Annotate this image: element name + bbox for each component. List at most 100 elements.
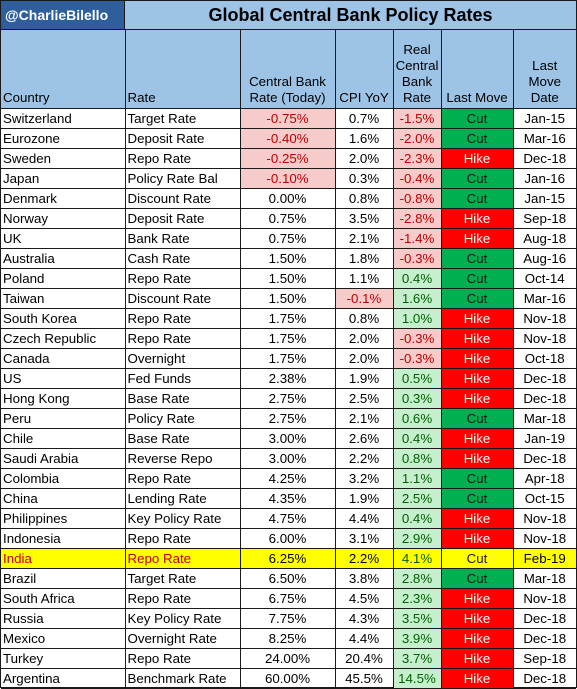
cell-real-rate: 1.6%	[392, 288, 442, 309]
table-row: UK Bank Rate 0.75% 2.1% -1.4% Hike Aug-18	[1, 228, 576, 249]
cell-country: Eurozone	[1, 128, 126, 149]
cell-rate-name: Policy Rate Bal	[124, 168, 241, 189]
cell-central-bank-rate: 1.75%	[239, 328, 336, 349]
cell-country: Colombia	[1, 468, 126, 489]
cell-cpi-yoy: 45.5%	[334, 668, 394, 689]
cell-real-rate: -0.3%	[392, 348, 442, 369]
cell-central-bank-rate: 1.50%	[239, 248, 336, 269]
cell-last-move: Cut	[440, 108, 514, 129]
table-row: Denmark Discount Rate 0.00% 0.8% -0.8% Cut Jan…	[1, 188, 576, 209]
cell-country: South Africa	[1, 588, 126, 609]
cell-cpi-yoy: 0.3%	[334, 168, 394, 189]
author-handle: @CharlieBilello	[1, 1, 125, 29]
cell-country: Japan	[1, 168, 126, 189]
table-row: Turkey Repo Rate 24.00% 20.4% 3.7% Hike Sep-18	[1, 648, 576, 669]
cell-cpi-yoy: 1.9%	[334, 368, 394, 389]
table-row: Norway Deposit Rate 0.75% 3.5% -2.8% Hike Sep-…	[1, 208, 576, 229]
cell-country: Norway	[1, 208, 126, 229]
cell-last-move: Cut	[440, 468, 514, 489]
cell-central-bank-rate: 4.25%	[239, 468, 336, 489]
cell-last-move-date: Dec-18	[512, 608, 576, 629]
cell-central-bank-rate: -0.40%	[239, 128, 336, 149]
cell-real-rate: 3.9%	[392, 628, 442, 649]
cell-rate-name: Repo Rate	[124, 268, 241, 289]
table-row: South Africa Repo Rate 6.75% 4.5% 2.3% Hike No…	[1, 588, 576, 609]
cell-central-bank-rate: 2.75%	[239, 408, 336, 429]
cell-last-move: Cut	[440, 568, 514, 589]
cell-last-move: Hike	[440, 528, 514, 549]
table-row: Brazil Target Rate 6.50% 3.8% 2.8% Cut Mar-18	[1, 568, 576, 589]
cell-last-move: Cut	[440, 188, 514, 209]
cell-last-move: Hike	[440, 348, 514, 369]
cell-last-move: Hike	[440, 668, 514, 689]
cell-last-move: Cut	[440, 168, 514, 189]
cell-last-move: Cut	[440, 488, 514, 509]
cell-last-move-date: Nov-18	[512, 328, 576, 349]
table-row: Japan Policy Rate Bal -0.10% 0.3% -0.4% Cut Ja…	[1, 168, 576, 189]
cell-real-rate: 4.1%	[392, 548, 442, 569]
cell-rate-name: Cash Rate	[124, 248, 241, 269]
cell-last-move: Hike	[440, 328, 514, 349]
cell-real-rate: 3.7%	[392, 648, 442, 669]
cell-central-bank-rate: 1.75%	[239, 308, 336, 329]
cell-rate-name: Target Rate	[124, 108, 241, 129]
cell-country: Sweden	[1, 148, 126, 169]
cell-real-rate: 0.4%	[392, 508, 442, 529]
cell-last-move-date: Nov-18	[512, 508, 576, 529]
cell-last-move-date: Dec-18	[512, 148, 576, 169]
cell-last-move: Hike	[440, 628, 514, 649]
cell-country: Philippines	[1, 508, 126, 529]
cell-country: Czech Republic	[1, 328, 126, 349]
table-row: Eurozone Deposit Rate -0.40% 1.6% -2.0% Cut Ma…	[1, 128, 576, 149]
cell-real-rate: 0.5%	[392, 368, 442, 389]
cell-last-move-date: Mar-18	[512, 408, 576, 429]
cell-country: Chile	[1, 428, 126, 449]
table-row: Saudi Arabia Reverse Repo 3.00% 2.2% 0.8% Hik…	[1, 448, 576, 469]
cell-rate-name: Repo Rate	[124, 468, 241, 489]
cell-last-move: Cut	[440, 548, 514, 569]
cell-central-bank-rate: 6.00%	[239, 528, 336, 549]
cell-cpi-yoy: 1.8%	[334, 248, 394, 269]
table-row: Poland Repo Rate 1.50% 1.1% 0.4% Cut Oct-14	[1, 268, 576, 289]
cell-real-rate: -0.8%	[392, 188, 442, 209]
cell-last-move-date: Jan-15	[512, 108, 576, 129]
cell-last-move: Hike	[440, 428, 514, 449]
cell-last-move-date: Nov-18	[512, 528, 576, 549]
cell-last-move-date: Mar-18	[512, 568, 576, 589]
cell-last-move-date: Feb-19	[512, 548, 576, 569]
table-row: Philippines Key Policy Rate 4.75% 4.4% 0.4% H…	[1, 508, 576, 529]
cell-real-rate: 0.8%	[392, 448, 442, 469]
cell-country: Mexico	[1, 628, 126, 649]
cell-last-move-date: Apr-18	[512, 468, 576, 489]
table-title: Global Central Bank Policy Rates	[208, 5, 493, 25]
cell-central-bank-rate: 0.00%	[239, 188, 336, 209]
cell-central-bank-rate: 6.50%	[239, 568, 336, 589]
cell-country: US	[1, 368, 126, 389]
cell-rate-name: Deposit Rate	[124, 128, 241, 149]
table-row: Colombia Repo Rate 4.25% 3.2% 1.1% Cut Apr-18	[1, 468, 576, 489]
cell-rate-name: Base Rate	[124, 388, 241, 409]
cell-last-move: Hike	[440, 208, 514, 229]
cell-cpi-yoy: 3.2%	[334, 468, 394, 489]
cell-rate-name: Benchmark Rate	[124, 668, 241, 689]
cell-country: UK	[1, 228, 126, 249]
cell-central-bank-rate: 4.35%	[239, 488, 336, 509]
cell-last-move-date: Nov-18	[512, 308, 576, 329]
cell-country: Taiwan	[1, 288, 126, 309]
cell-rate-name: Discount Rate	[124, 188, 241, 209]
cell-cpi-yoy: 2.5%	[334, 388, 394, 409]
cell-last-move-date: Jan-15	[512, 188, 576, 209]
table-row: US Fed Funds 2.38% 1.9% 0.5% Hike Dec-18	[1, 368, 576, 389]
cell-cpi-yoy: 4.3%	[334, 608, 394, 629]
cell-last-move: Cut	[440, 128, 514, 149]
cell-rate-name: Target Rate	[124, 568, 241, 589]
table-row: Argentina Benchmark Rate 60.00% 45.5% 14.5% H…	[1, 668, 576, 689]
cell-cpi-yoy: 2.0%	[334, 348, 394, 369]
cell-real-rate: -0.4%	[392, 168, 442, 189]
cell-last-move-date: Mar-16	[512, 288, 576, 309]
cell-cpi-yoy: 2.6%	[334, 428, 394, 449]
table-row: Chile Base Rate 3.00% 2.6% 0.4% Hike Jan-19	[1, 428, 576, 449]
cell-rate-name: Repo Rate	[124, 548, 241, 569]
cell-country: Australia	[1, 248, 126, 269]
cell-rate-name: Base Rate	[124, 428, 241, 449]
